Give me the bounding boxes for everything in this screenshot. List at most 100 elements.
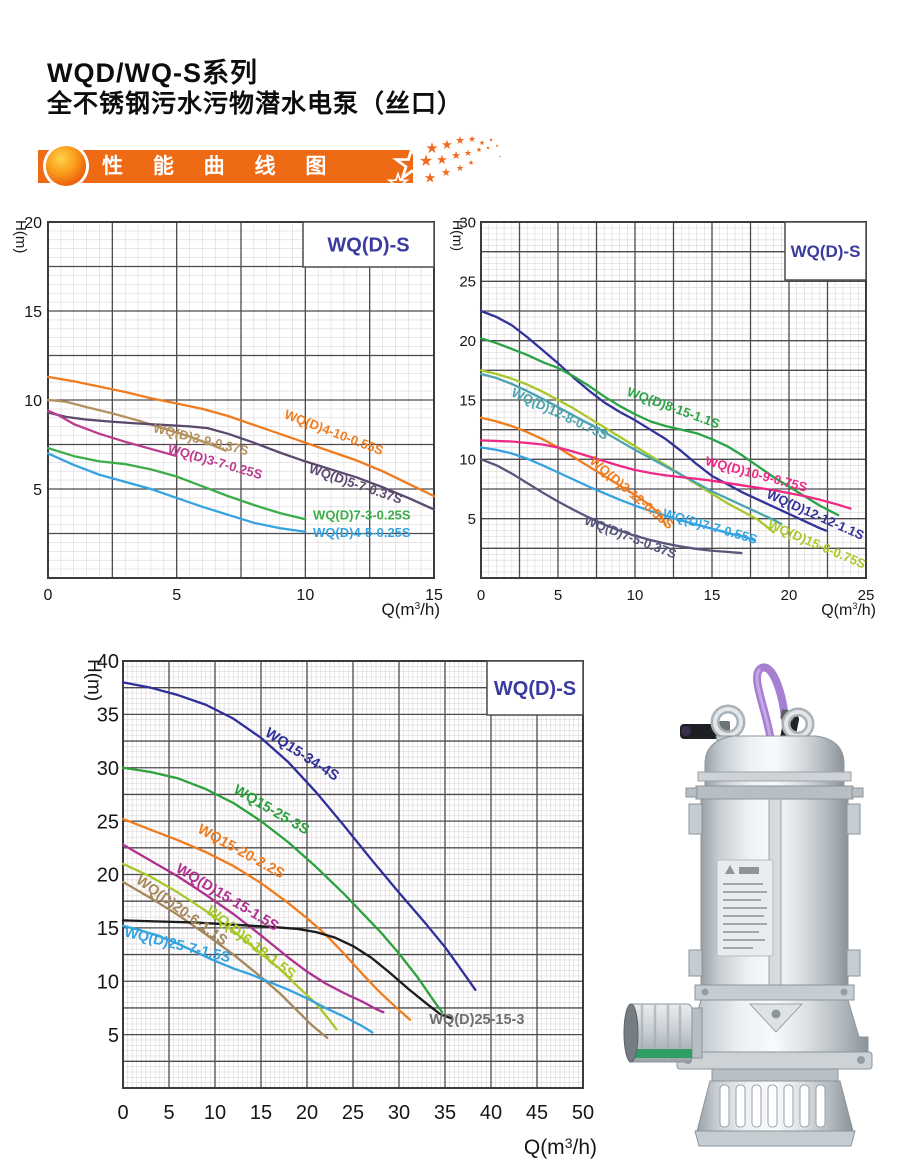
curve-WQ(D)4-5-0.25S bbox=[46, 452, 307, 533]
curve-WQ(D)8-15-1.1S bbox=[479, 337, 840, 517]
curve-WQ(D)3-7-0.25S bbox=[46, 409, 178, 458]
y-tick: 25 bbox=[97, 811, 119, 833]
chart-title-box: WQ(D)-S bbox=[486, 660, 584, 716]
curve-label: WQ(D)4-5-0.25S bbox=[313, 525, 411, 540]
star-icon: ★ bbox=[436, 151, 448, 167]
y-tick: 20 bbox=[459, 333, 476, 350]
y-tick: 10 bbox=[459, 452, 476, 469]
curve-WQ(D)20-6-1.1S bbox=[121, 880, 329, 1039]
major-grid bbox=[481, 222, 866, 578]
discharge-outlet bbox=[623, 1003, 703, 1063]
x-axis-label: Q(m3/h) bbox=[821, 601, 876, 619]
curve-WQ(D)7-5-0.37S bbox=[479, 458, 743, 555]
curve-WQ(D)5-7-0.37S bbox=[46, 411, 436, 511]
section-banner-title: 性 能 曲 线 图 bbox=[102, 155, 339, 178]
x-tick: 5 bbox=[163, 1102, 174, 1124]
x-tick: 0 bbox=[44, 587, 53, 604]
star-icon: ★ bbox=[467, 160, 475, 168]
y-tick: 5 bbox=[468, 511, 476, 528]
curve-WQ(D)15-6-0.75S bbox=[479, 369, 775, 534]
curve-WQ(D)12-8-0.75S bbox=[479, 372, 783, 526]
curve-label: WQ(D)25-15-3 bbox=[429, 1012, 524, 1028]
star-icon: ★ bbox=[485, 145, 491, 152]
x-tick: 0 bbox=[117, 1102, 128, 1124]
x-tick: 25 bbox=[342, 1102, 364, 1124]
warning-label bbox=[716, 859, 774, 957]
strainer-base bbox=[694, 1068, 856, 1147]
page-title-line1: WQD/WQ-S系列 bbox=[47, 58, 258, 88]
chart-canvas-2: WQ(D)-SWQ(D)12-12-1.1SWQ(D)8-15-1.1SWQ(D… bbox=[450, 214, 876, 619]
star-icon: ★ bbox=[467, 134, 477, 145]
x-tick: 15 bbox=[250, 1102, 272, 1124]
star-icon: ★ bbox=[495, 142, 499, 148]
x-tick: 40 bbox=[480, 1102, 502, 1124]
y-tick: 20 bbox=[24, 215, 42, 232]
svg-text:WQ(D)-S: WQ(D)-S bbox=[791, 242, 861, 261]
performance-chart-large-power: WQ(D)-S WQ15-34-4S WQ15-25-3S WQ15-20-2.2S W… bbox=[75, 630, 620, 1170]
chart-title-box: WQ(D)-S bbox=[784, 221, 867, 281]
chart-title-box: WQ(D)-S bbox=[302, 221, 435, 268]
y-axis-label: H(m) bbox=[12, 220, 29, 253]
x-axis-label: Q(m3/h) bbox=[524, 1135, 597, 1159]
x-tick: 30 bbox=[388, 1102, 410, 1124]
y-tick: 25 bbox=[459, 274, 476, 291]
pump-photo bbox=[623, 663, 873, 1147]
x-axis-label: Q(m3/h) bbox=[382, 600, 440, 619]
x-tick: 10 bbox=[204, 1102, 226, 1124]
y-tick: 15 bbox=[97, 918, 119, 940]
x-tick: 0 bbox=[477, 587, 485, 604]
major-grid bbox=[48, 222, 434, 578]
svg-text:WQ(D)-S: WQ(D)-S bbox=[327, 235, 409, 257]
motor-cap bbox=[685, 735, 864, 800]
x-tick: 15 bbox=[425, 587, 443, 604]
curve-WQ15-20-2.2S bbox=[121, 817, 412, 1021]
curve-WQ(D)4-10-0.55S bbox=[46, 375, 436, 498]
x-tick: 10 bbox=[627, 587, 644, 604]
star-icon: ★ bbox=[475, 147, 483, 155]
x-tick: 20 bbox=[296, 1102, 318, 1124]
y-axis-label: H(m) bbox=[450, 220, 466, 251]
x-tick: 45 bbox=[526, 1102, 548, 1124]
page-title: WQD/WQ-S系列 全不锈钢污水污物潜水电泵（丝口） bbox=[47, 57, 463, 119]
curve-WQ(D)7-3-0.25S bbox=[46, 446, 307, 521]
y-tick: 15 bbox=[459, 392, 476, 409]
y-tick: 5 bbox=[33, 482, 42, 499]
star-icon: ★ bbox=[441, 136, 453, 152]
curve-WQ(D)7-7-0.55S bbox=[479, 446, 755, 542]
section-banner: 性 能 曲 线 图 bbox=[38, 146, 413, 186]
star-icon: ★ bbox=[441, 166, 451, 179]
star-icon: ★ bbox=[418, 153, 434, 171]
x-tick: 35 bbox=[434, 1102, 456, 1124]
x-tick: 20 bbox=[781, 587, 798, 604]
curve-WQ(D)6-18-1.5S bbox=[121, 862, 338, 1031]
curve-label: WQ(D)4-10-0.55S bbox=[282, 407, 385, 459]
y-tick: 40 bbox=[97, 651, 119, 673]
performance-chart-small-power: WQ(D)-S WQ(D)4-10-0.55S WQ(D)3-9-0.37S WQ(D… bbox=[0, 200, 450, 625]
star-icon: ★ bbox=[455, 163, 465, 174]
star-icon: ★ bbox=[488, 137, 494, 144]
star-icon: ★ bbox=[455, 134, 465, 147]
x-tick: 5 bbox=[554, 587, 562, 604]
y-tick: 35 bbox=[97, 705, 119, 727]
x-tick: 50 bbox=[572, 1102, 594, 1124]
curve-WQ(D)3-12-0.55S bbox=[479, 416, 667, 526]
y-tick: 30 bbox=[97, 758, 119, 780]
chart-canvas-1: WQ(D)-SWQ(D)4-10-0.55SWQ(D)3-9-0.37SWQ(D… bbox=[12, 215, 443, 619]
star-icon: ★ bbox=[425, 139, 439, 157]
motor-body bbox=[688, 798, 861, 1003]
x-tick: 15 bbox=[704, 587, 721, 604]
y-axis-label: H(m) bbox=[83, 659, 104, 701]
star-icon: ★ bbox=[498, 154, 502, 159]
y-tick: 10 bbox=[24, 393, 42, 410]
curve-WQ15-34-4S bbox=[121, 681, 477, 991]
curve-WQ(D)12-12-1.1S bbox=[479, 309, 828, 532]
y-tick: 5 bbox=[108, 1025, 119, 1047]
y-tick: 30 bbox=[459, 214, 476, 231]
curve-WQ(D)15-15-1.5S bbox=[121, 843, 385, 1014]
star-icon: ★ bbox=[463, 148, 473, 159]
y-tick: 15 bbox=[24, 304, 42, 321]
curve-WQ(D)25-7-1.5S bbox=[121, 924, 374, 1034]
curve-WQ(D)10-9-0.75S bbox=[479, 439, 852, 510]
curve-WQ(D)3-9-0.37S bbox=[46, 398, 227, 452]
